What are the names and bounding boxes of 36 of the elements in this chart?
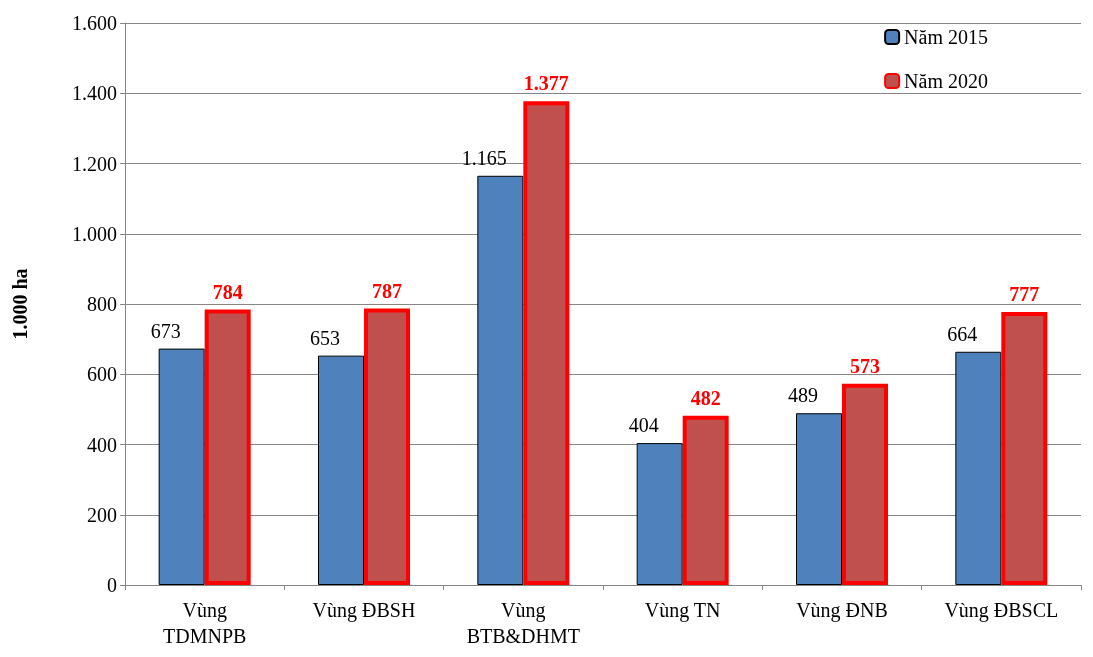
x-tick-label: Vùng TN [644,599,721,622]
y-tick-label: 400 [87,433,117,456]
legend-label: Năm 2015 [904,26,989,48]
y-tick-label: 1.400 [72,82,117,105]
data-label: 489 [788,384,818,407]
y-tick-label: 1.600 [72,12,117,34]
data-label: 482 [690,386,721,409]
bar [636,443,683,585]
data-label: 664 [947,322,978,345]
bar [796,413,842,585]
data-label: 573 [850,354,880,377]
y-axis-title: 1.000 ha [9,268,31,340]
bar [955,351,1002,585]
data-label: 787 [372,279,402,302]
y-tick-label: 600 [87,363,117,386]
x-tick-label: Vùng TDMNPB [162,599,247,647]
data-label: 784 [212,280,243,303]
data-label: 1.165 [461,146,507,169]
legend-label: Năm 2020 [904,70,989,92]
y-tick-label: 0 [107,574,117,596]
y-tick-label: 1.000 [72,222,117,245]
data-label: 404 [628,414,659,437]
y-tick-label: 1.200 [72,152,117,175]
x-tick-label: Vùng ĐBSCL [944,599,1059,622]
bar [477,175,524,585]
data-label: 1.377 [523,72,569,95]
data-label: 673 [150,319,181,342]
x-tick-label: Vùng ĐBSH [312,599,416,622]
y-tick-label: 200 [87,503,117,526]
data-label: 653 [310,326,340,349]
bar [318,355,364,585]
y-tick-label: 800 [87,293,117,315]
bar [158,348,205,585]
x-tick-label: Vùng ĐNB [796,599,888,622]
x-tick-label: Vùng BTB&DHMT [466,599,581,647]
data-label: 777 [1009,283,1040,306]
